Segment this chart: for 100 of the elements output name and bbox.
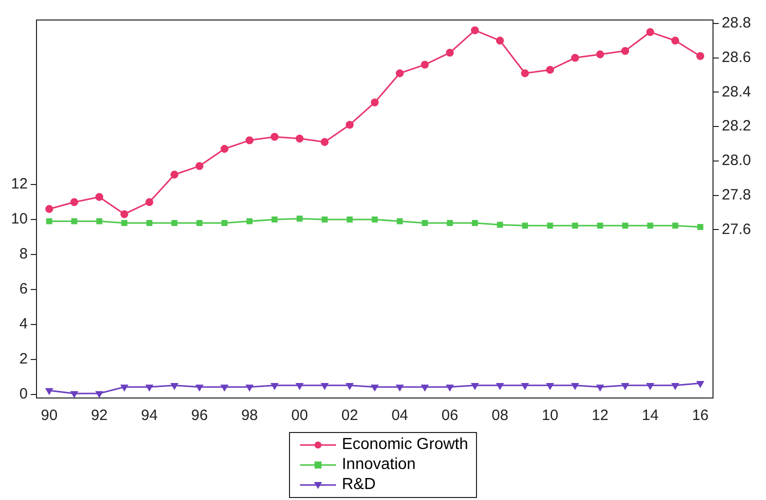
legend-label: R&D [342, 476, 376, 494]
y-tick-label: 12 [10, 176, 28, 193]
x-tick-label: 96 [191, 407, 208, 424]
point [422, 220, 428, 226]
point [572, 222, 578, 229]
legend-label: Innovation [342, 456, 416, 474]
point [472, 220, 478, 226]
point [646, 28, 654, 36]
point [547, 222, 554, 229]
point [96, 218, 102, 224]
point [546, 66, 554, 74]
point [597, 222, 604, 229]
point [396, 69, 404, 78]
point [571, 54, 580, 62]
point [196, 384, 203, 391]
x-tick-label: 12 [592, 407, 608, 424]
point [196, 162, 204, 170]
point [446, 220, 453, 226]
point [672, 222, 678, 229]
x-tick-label: 14 [642, 407, 659, 424]
point [71, 218, 78, 224]
point [296, 134, 304, 143]
point [120, 384, 128, 391]
point [396, 384, 404, 391]
y-tick-label: 0 [19, 386, 28, 403]
point [296, 216, 303, 222]
point [622, 222, 628, 229]
point [221, 220, 228, 226]
point [196, 220, 202, 226]
y-tick-label: 2 [19, 350, 28, 368]
point [96, 391, 103, 398]
point [446, 48, 454, 57]
point [246, 136, 254, 144]
point [496, 36, 504, 45]
x-tick-label: 00 [291, 407, 308, 424]
x-tick-label: 02 [341, 407, 358, 424]
x-tick-label: 16 [692, 407, 709, 424]
point [120, 210, 128, 218]
point [146, 220, 152, 226]
x-tick-label: 98 [241, 407, 258, 424]
point [271, 383, 278, 390]
point [296, 383, 304, 390]
point [596, 384, 604, 391]
point [270, 132, 279, 141]
point [220, 384, 228, 391]
x-tick-label: 08 [492, 407, 508, 424]
point [346, 120, 354, 129]
point [70, 391, 78, 398]
point [471, 383, 478, 390]
point [697, 224, 704, 230]
legend-label: Economic Growth [342, 436, 468, 454]
y-tick-label: 8 [19, 246, 28, 263]
y-tick-label: 6 [19, 280, 28, 298]
point [246, 384, 254, 391]
point [446, 384, 454, 391]
point [170, 383, 178, 390]
point [696, 52, 704, 60]
point [272, 216, 278, 223]
point [470, 26, 479, 34]
point [46, 388, 53, 394]
point [521, 383, 529, 390]
y2-tick-label: 28.6 [722, 48, 752, 66]
y2-tick-label: 28.2 [722, 118, 752, 135]
point [647, 222, 654, 229]
point [546, 383, 554, 390]
point [145, 198, 154, 206]
point [621, 46, 630, 55]
point [70, 198, 78, 206]
point [171, 220, 178, 226]
point [46, 218, 52, 224]
point [346, 383, 354, 390]
point [672, 383, 679, 390]
point [321, 383, 328, 390]
point [45, 205, 54, 213]
point [496, 222, 503, 228]
point [522, 222, 528, 229]
point [421, 384, 428, 391]
y2-tick-label: 27.6 [722, 220, 752, 238]
point [372, 216, 378, 223]
y2-tick-label: 27.8 [722, 186, 752, 204]
point [320, 138, 329, 146]
point [370, 98, 379, 106]
y2-tick-label: 28.0 [722, 152, 752, 170]
y-tick-label: 4 [19, 316, 28, 333]
point [346, 216, 353, 223]
y2-tick-label: 28.4 [722, 83, 752, 100]
point [246, 218, 253, 224]
x-tick-label: 94 [141, 407, 158, 424]
y2-tick-label: 28.8 [722, 14, 752, 32]
y-tick-label: 10 [10, 210, 28, 228]
x-tick-label: 04 [391, 407, 408, 424]
point [95, 193, 104, 201]
point [646, 383, 654, 390]
point [371, 384, 378, 391]
point [170, 170, 178, 179]
point [420, 60, 429, 69]
point [396, 218, 403, 224]
x-tick-label: 90 [40, 407, 58, 424]
x-tick-label: 92 [90, 407, 108, 424]
point [322, 216, 328, 223]
